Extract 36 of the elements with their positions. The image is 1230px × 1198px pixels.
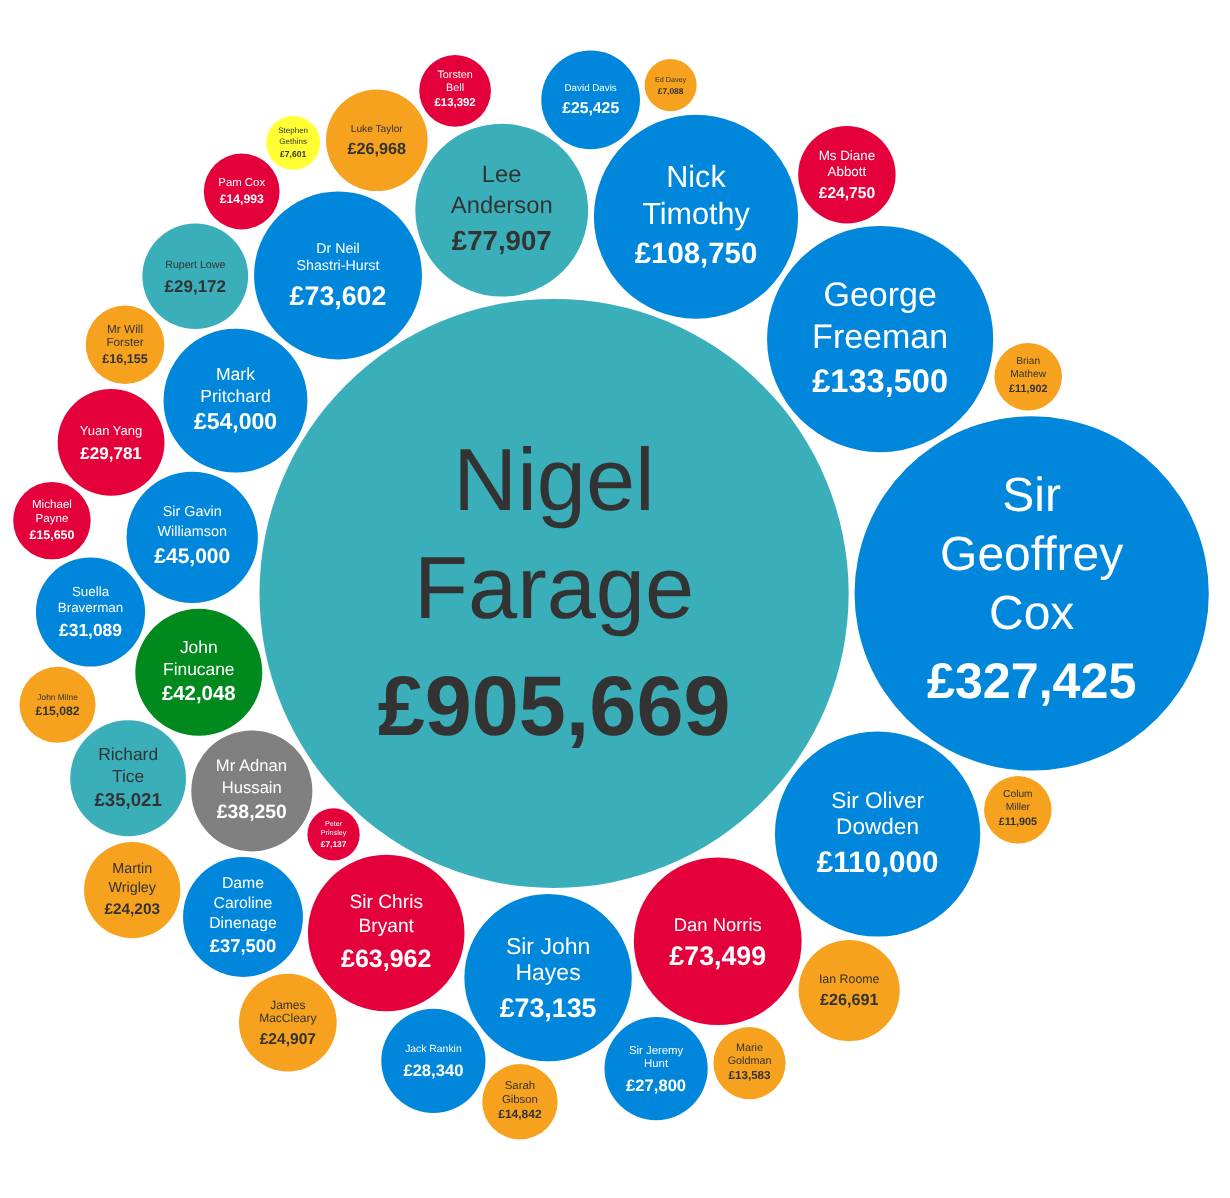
- data-label: £29,172: [164, 275, 227, 296]
- data-label: £73,602: [289, 281, 387, 312]
- data-label: £54,000: [193, 411, 278, 436]
- data-label: £905,669: [377, 658, 731, 753]
- data-label: £31,089: [59, 620, 123, 641]
- category-label: Nigel Farage: [414, 431, 695, 638]
- category-label: Sir Geoffrey Cox: [940, 468, 1124, 642]
- category-label: Mr Adnan Hussain: [215, 755, 288, 798]
- data-label: £45,000: [154, 545, 231, 570]
- data-label: £327,425: [927, 653, 1137, 710]
- data-label: £35,021: [94, 790, 162, 811]
- data-label: £133,500: [812, 364, 949, 401]
- data-label: £28,340: [403, 1060, 465, 1081]
- data-label: £110,000: [816, 847, 939, 880]
- category-label: Sir Chris Bryant: [349, 892, 424, 939]
- data-label: £108,750: [634, 239, 758, 272]
- data-label: £26,691: [819, 991, 880, 1010]
- category-label: Sir John Hayes: [505, 935, 591, 987]
- data-label: £26,968: [347, 139, 408, 158]
- data-label: £37,500: [209, 936, 277, 957]
- category-label: Sir Oliver Dowden: [831, 790, 925, 841]
- data-label: £73,135: [499, 992, 598, 1023]
- data-label: £38,250: [216, 801, 287, 824]
- category-label: Nick Timothy: [642, 160, 751, 233]
- category-label: Richard Tice: [98, 743, 159, 786]
- category-label: Lee Anderson: [450, 160, 553, 219]
- category-label: Mark Pritchard: [200, 363, 271, 406]
- data-label: £73,499: [669, 941, 767, 972]
- category-label: George Freeman: [812, 276, 949, 357]
- data-label: £42,048: [161, 683, 237, 706]
- data-label: £29,781: [80, 443, 143, 464]
- data-label: £27,800: [626, 1074, 687, 1095]
- data-label: £63,962: [341, 944, 432, 973]
- category-label: Dan Norris: [673, 914, 763, 935]
- data-label: £77,907: [451, 225, 553, 256]
- category-label: John Finucane: [163, 636, 235, 679]
